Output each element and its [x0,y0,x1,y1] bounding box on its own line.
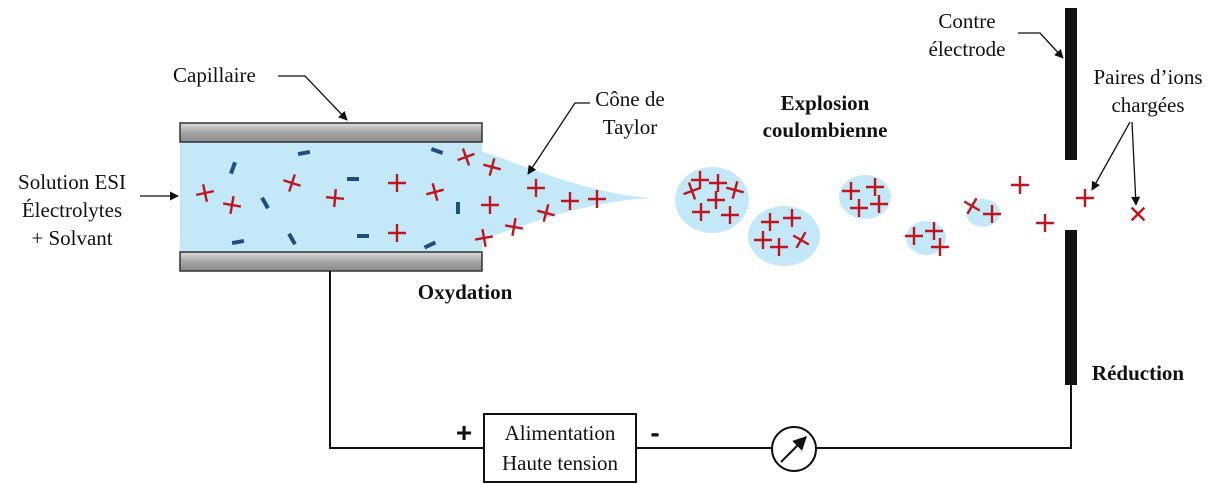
cation-symbol [707,191,725,209]
cation-symbol [754,231,772,249]
ammeter-icon [771,426,817,472]
cation-symbol [1130,206,1146,222]
anion-symbol [423,240,437,250]
circuit-wire-left [329,271,484,449]
cation-symbol [222,195,242,215]
cation-symbol [283,174,301,192]
cation-symbol [709,174,727,192]
cation-symbol [1076,189,1094,207]
cation-symbol [983,205,1001,223]
cation-symbol [1036,214,1054,232]
cation-symbol [770,238,788,256]
cation-symbol [588,190,606,208]
cation-symbol [325,188,345,208]
ion-pairs-pointer-2 [1131,121,1141,206]
anion-symbol [297,149,311,157]
anion-symbol [260,196,270,210]
droplet [839,175,891,219]
cation-symbol [457,148,475,166]
capillary-label: Capillaire [173,63,256,87]
oxydation-label: Oxydation [418,280,513,304]
cation-symbol [925,222,943,240]
ion-pairs-label-1: Paires d’ions [1093,65,1202,89]
cation-symbol [725,180,745,200]
cation-symbol [905,227,923,245]
cation-symbol [783,209,801,227]
ion-pairs-pointer-1 [1091,121,1131,191]
cation-symbol [504,217,524,237]
solution-label-2: Électrolytes [22,198,122,222]
cation-symbol [388,224,406,242]
positive-terminal: + [456,417,472,448]
cation-symbol [761,213,779,231]
taylor-cone-label-1: Cône de [595,87,664,111]
cation-symbol [692,203,710,221]
cation-symbol [931,238,949,256]
cation-symbol [425,182,445,202]
solution-label-3: + Solvant [31,226,112,250]
cation-symbol [388,174,406,192]
cation-symbol [792,231,810,249]
solution-label-1: Solution ESI [18,170,126,194]
taylor-cone-pointer [527,102,590,175]
cation-symbol [481,196,499,214]
anion-symbol [287,232,297,246]
circuit-wire-right [816,385,1072,449]
cation-symbol [474,228,494,248]
anion-symbol [456,202,460,214]
cation-symbol [850,199,868,217]
ion-pairs-label-2: chargées [1111,93,1184,117]
counter-electrode-label-2: électrode [929,37,1006,61]
cation-symbol [195,183,215,203]
cation-symbol [691,171,709,189]
cation-symbol [866,178,884,196]
explosion-label-2: coulombienne [763,118,888,142]
cation-symbol [536,203,556,223]
power-supply-label-2: Haute tension [502,451,619,475]
counter-electrode-pointer [1018,32,1064,59]
capillary-bottom-wall [179,251,483,272]
anion-symbol [430,147,444,155]
cation-symbol [527,179,545,197]
droplet [748,206,820,266]
cation-symbol [1011,176,1029,194]
cation-symbol [561,192,579,210]
cation-symbol [683,182,701,200]
cation-symbol [721,206,739,224]
anion-symbol [357,234,369,238]
cation-symbol [842,182,860,200]
cation-symbol [482,157,502,177]
counter-electrode-bottom [1065,230,1077,385]
explosion-label-1: Explosion [781,91,870,115]
power-supply-box [483,413,637,483]
capillary-pointer [278,75,348,121]
anion-symbol [231,238,245,246]
counter-electrode-label-1: Contre [938,9,995,33]
cation-symbol [963,197,981,215]
taylor-cone-label-2: Taylor [603,115,658,139]
anion-symbol [229,161,237,175]
anion-symbol [347,177,359,181]
counter-electrode-top [1065,8,1077,160]
capillary-top-wall [179,122,483,143]
reduction-label: Réduction [1092,361,1184,385]
cation-symbol [870,195,888,213]
power-supply-label-1: Alimentation [505,421,616,445]
negative-terminal: - [650,417,659,448]
ions-layer [195,147,1146,256]
